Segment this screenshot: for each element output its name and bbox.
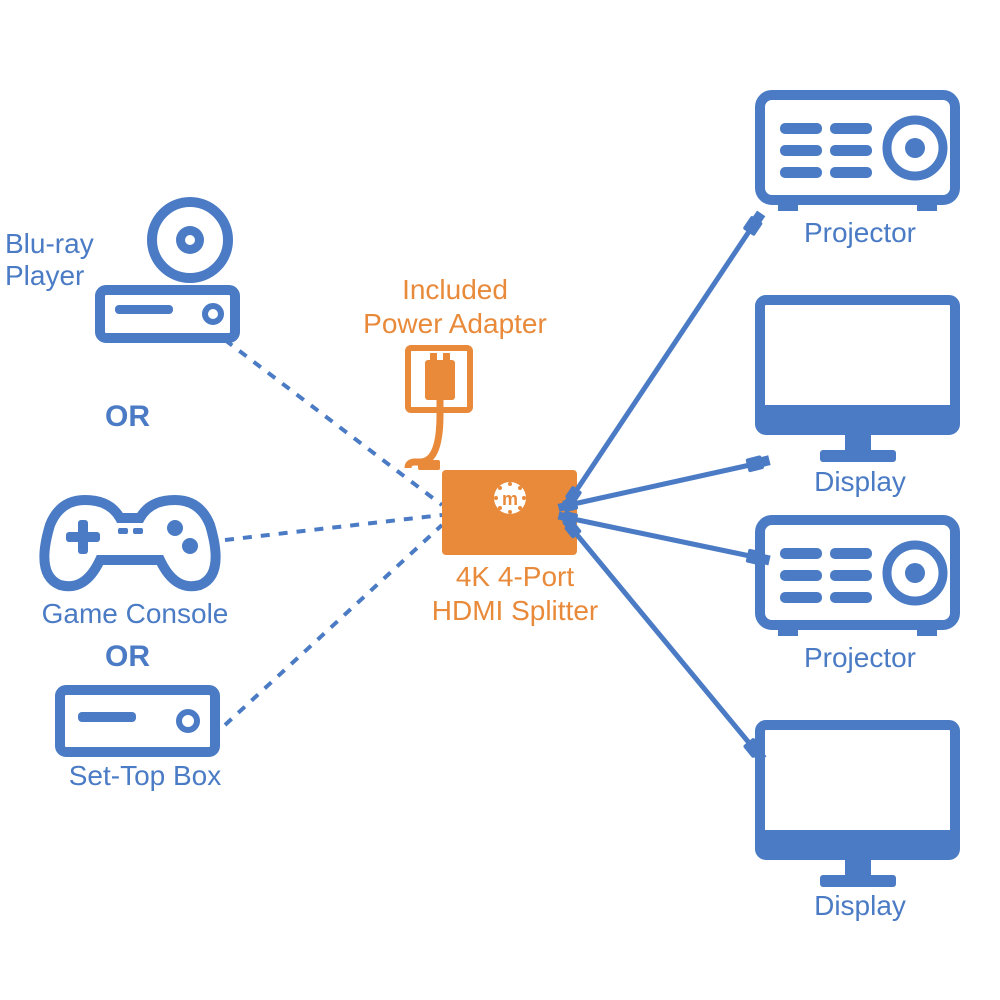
output-cables (578, 230, 750, 744)
projector1-icon (760, 95, 955, 211)
bluray-label: Blu-rayPlayer (5, 228, 100, 292)
disp2-label: Display (800, 890, 920, 922)
bluray-icon (100, 202, 235, 338)
diagram-canvas: m (0, 0, 1000, 1000)
disp1-label: Display (800, 466, 920, 498)
or2-label: OR (105, 640, 150, 674)
or1-label: OR (105, 400, 150, 434)
power-label: IncludedPower Adapter (350, 273, 560, 340)
projector2-icon (760, 520, 955, 636)
settop-icon (60, 690, 215, 752)
settop-label: Set-Top Box (55, 760, 235, 792)
svg-text:m: m (502, 489, 518, 509)
console-label: Game Console (20, 598, 250, 630)
splitter-label: 4K 4-PortHDMI Splitter (420, 560, 610, 627)
hdmi-connectors-right (743, 210, 772, 764)
display1-icon (760, 300, 955, 462)
proj2-label: Projector (790, 642, 930, 674)
power-adapter-icon (408, 348, 470, 470)
display2-icon (760, 725, 955, 887)
splitter-icon: m (442, 470, 577, 555)
console-icon (44, 500, 215, 586)
proj1-label: Projector (790, 217, 930, 249)
